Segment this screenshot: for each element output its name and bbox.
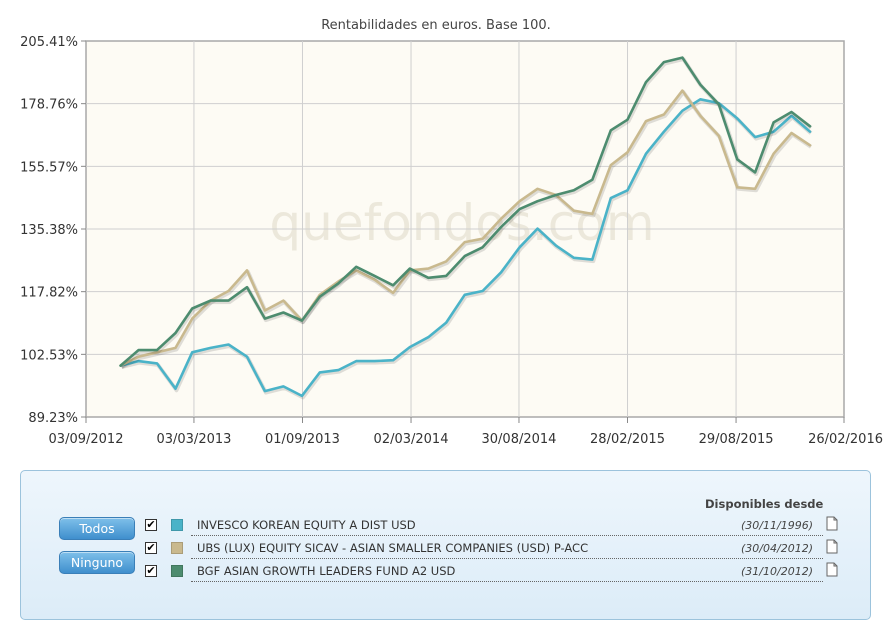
document-icon[interactable] xyxy=(826,562,838,577)
y-tick-label: 135.38% xyxy=(20,223,78,238)
y-tick-label: 117.82% xyxy=(20,286,78,301)
x-tick-label: 30/08/2014 xyxy=(482,432,557,447)
fund-checkbox[interactable]: ✔ xyxy=(145,518,157,531)
fund-name: INVESCO KOREAN EQUITY A DIST USD xyxy=(197,518,416,532)
x-tick-label: 03/09/2012 xyxy=(49,432,124,447)
fund-name: UBS (LUX) EQUITY SICAV - ASIAN SMALLER C… xyxy=(197,541,589,555)
fund-available-date: (30/11/1996) xyxy=(741,519,813,532)
legend-row: ✔ BGF ASIAN GROWTH LEADERS FUND A2 USD (… xyxy=(143,562,838,584)
series-color-swatch xyxy=(171,565,183,577)
performance-chart: Rentabilidades en euros. Base 100. quefo… xyxy=(20,18,883,447)
y-tick-label: 89.23% xyxy=(28,411,78,426)
fund-name: BGF ASIAN GROWTH LEADERS FUND A2 USD xyxy=(197,564,456,578)
y-tick-label: 155.57% xyxy=(20,160,78,175)
series-line-2[interactable] xyxy=(119,89,812,367)
legend-panel: Disponibles desde Todos Ninguno ✔ INVESC… xyxy=(20,470,871,620)
series-line-3[interactable] xyxy=(119,56,812,367)
fund-available-date: (31/10/2012) xyxy=(741,565,813,578)
x-tick-label: 02/03/2014 xyxy=(374,432,449,447)
axis-ticks: 89.23% 102.53% 117.82% 135.38% 155.57% 178.76… xyxy=(20,35,883,447)
x-tick-label: 01/09/2013 xyxy=(265,432,340,447)
legend-row: ✔ INVESCO KOREAN EQUITY A DIST USD (30/1… xyxy=(143,516,838,538)
select-all-button[interactable]: Todos xyxy=(59,517,135,540)
y-tick-label: 205.41% xyxy=(20,35,78,50)
fund-available-date: (30/04/2012) xyxy=(741,542,813,555)
y-tick-label: 102.53% xyxy=(20,348,78,363)
legend-row: ✔ UBS (LUX) EQUITY SICAV - ASIAN SMALLER… xyxy=(143,539,838,561)
x-tick-label: 28/02/2015 xyxy=(590,432,665,447)
y-tick-label: 178.76% xyxy=(20,98,78,113)
series-color-swatch xyxy=(171,519,183,531)
series-color-swatch xyxy=(171,542,183,554)
chart-title: Rentabilidades en euros. Base 100. xyxy=(321,18,551,33)
x-tick-label: 26/02/2016 xyxy=(808,432,883,447)
fund-checkbox[interactable]: ✔ xyxy=(145,564,157,577)
document-icon[interactable] xyxy=(826,516,838,531)
x-tick-label: 03/03/2013 xyxy=(156,432,231,447)
x-tick-label: 29/08/2015 xyxy=(699,432,774,447)
row-divider xyxy=(191,535,823,536)
document-icon[interactable] xyxy=(826,539,838,554)
select-none-button[interactable]: Ninguno xyxy=(59,551,135,574)
series-lines xyxy=(119,56,813,400)
watermark-text: quefondos.com xyxy=(269,194,654,252)
series-line-1[interactable] xyxy=(119,98,812,398)
legend-header: Disponibles desde xyxy=(705,497,824,511)
row-divider xyxy=(191,558,823,559)
row-divider xyxy=(191,581,823,582)
fund-checkbox[interactable]: ✔ xyxy=(145,541,157,554)
grid-lines xyxy=(86,41,844,417)
